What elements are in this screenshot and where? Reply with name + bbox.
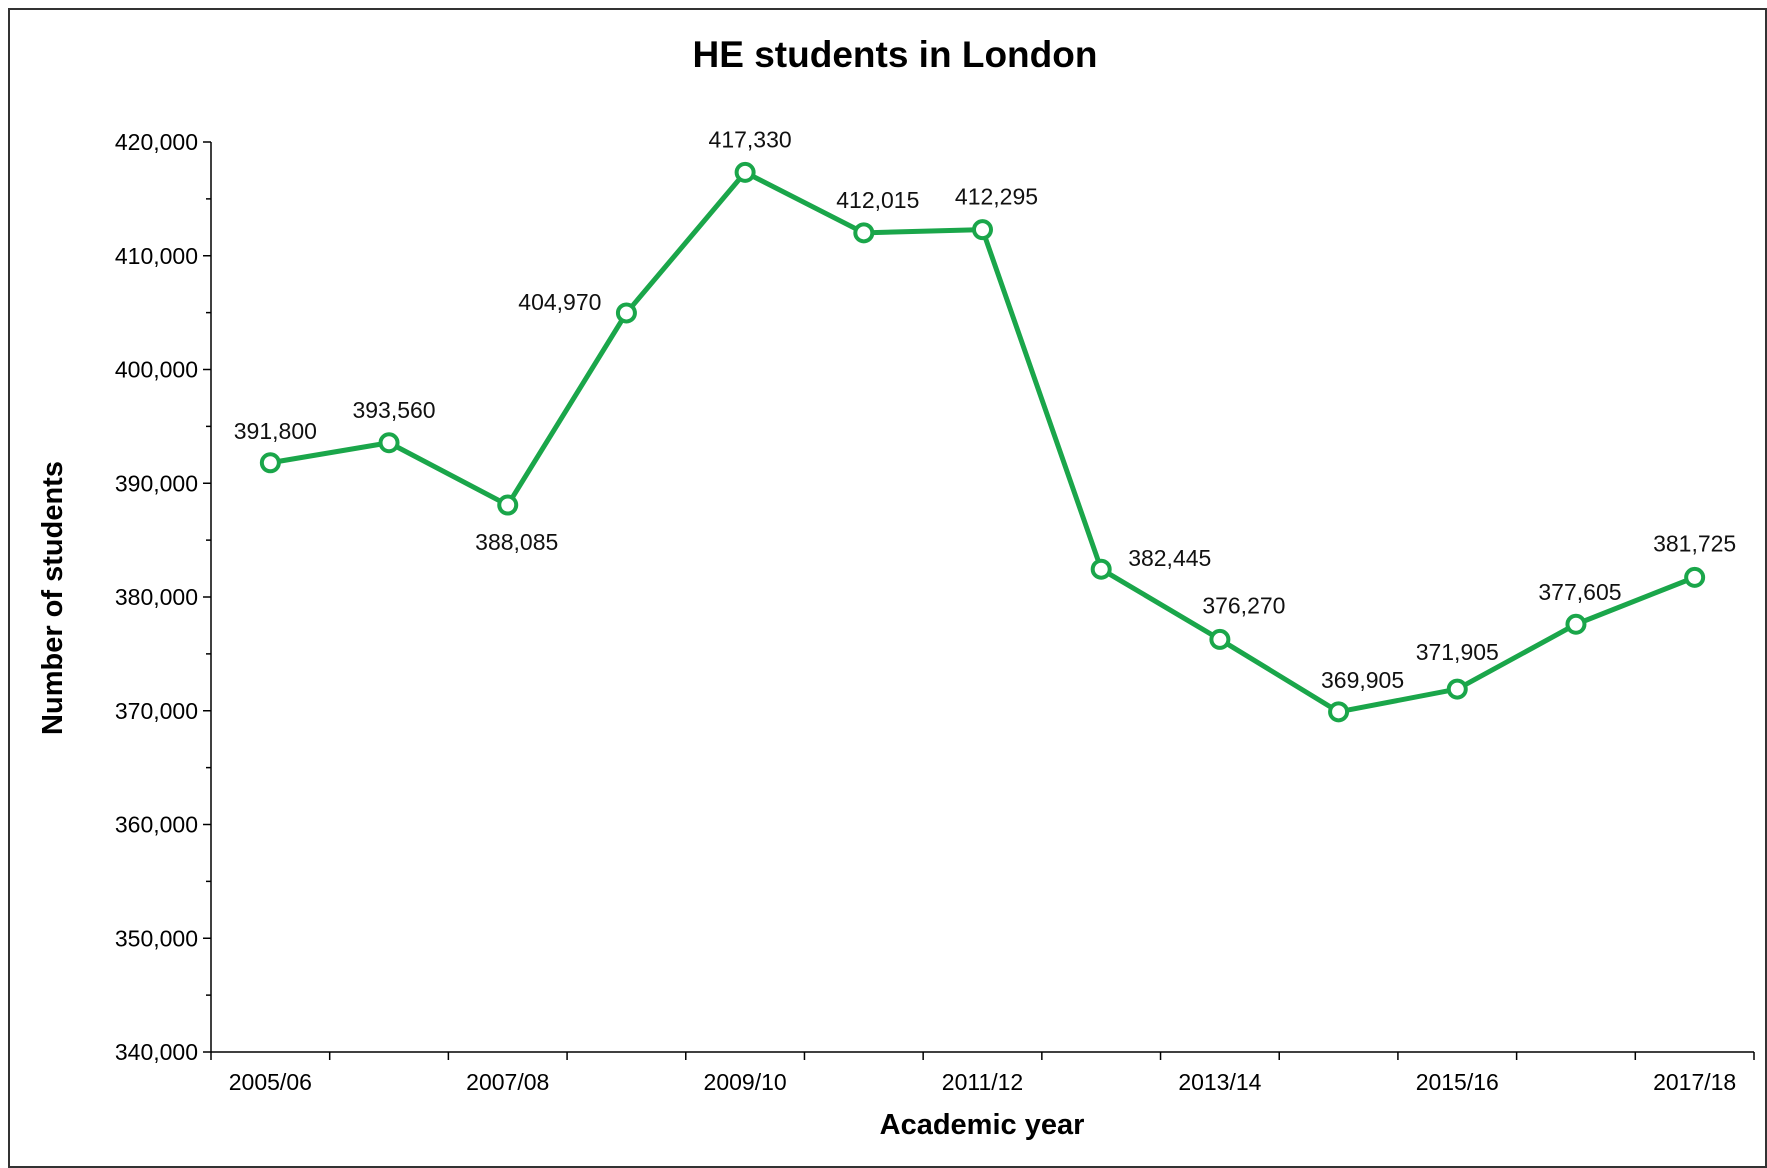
y-tick-label: 390,000: [115, 470, 198, 496]
data-point: [259, 452, 281, 474]
data-label: 371,905: [1416, 639, 1499, 665]
x-tick-label: 2009/10: [704, 1069, 787, 1095]
data-label: 369,905: [1321, 667, 1404, 693]
ticks: 340,000 350,000 360,000 370,000 380,000 390,0…: [115, 129, 1755, 1095]
data-point: [615, 302, 637, 324]
y-axis-title: Number of students: [37, 461, 69, 735]
chart-title: HE students in London: [693, 34, 1098, 75]
chart-frame: [8, 8, 1767, 1168]
data-point: [1565, 613, 1587, 635]
axes: [210, 142, 1754, 1053]
y-tick-label: 350,000: [115, 925, 198, 951]
y-tick-label: 340,000: [115, 1039, 198, 1065]
y-tick-label: 380,000: [115, 584, 198, 610]
series-line: [269, 169, 1696, 715]
data-point: [1328, 701, 1350, 723]
data-point: [497, 494, 519, 516]
x-tick-label: 2017/18: [1653, 1069, 1736, 1095]
data-point: [1446, 678, 1468, 700]
x-tick-label: 2015/16: [1416, 1069, 1499, 1095]
data-label: 381,725: [1653, 530, 1736, 556]
data-label: 382,445: [1128, 545, 1211, 571]
y-tick-label: 360,000: [115, 812, 198, 838]
data-label: 417,330: [709, 126, 792, 152]
data-point: [853, 222, 875, 244]
x-axis-title: Academic year: [880, 1109, 1085, 1141]
data-label: 404,970: [518, 289, 601, 315]
data-point: [1209, 628, 1231, 650]
data-point: [972, 219, 993, 241]
y-tick-label: 410,000: [115, 243, 198, 269]
data-label: 376,270: [1202, 592, 1285, 618]
data-label: 391,800: [234, 418, 317, 444]
data-label: 388,085: [475, 529, 558, 555]
x-tick-label: 2007/08: [466, 1069, 549, 1095]
x-tick-label: 2011/12: [942, 1069, 1023, 1095]
x-tick-label: 2005/06: [229, 1069, 312, 1095]
data-point: [734, 161, 756, 183]
y-tick-label: 370,000: [115, 698, 198, 724]
data-label: 412,295: [955, 184, 1038, 210]
data-point: [1090, 558, 1112, 580]
data-label: 377,605: [1538, 579, 1621, 605]
data-point: [378, 432, 400, 454]
data-label: 412,015: [836, 187, 919, 213]
y-tick-label: 420,000: [115, 129, 198, 155]
data-point: [1684, 566, 1706, 588]
x-tick-label: 2013/14: [1178, 1069, 1261, 1095]
y-tick-label: 400,000: [115, 357, 198, 383]
series: [259, 161, 1706, 723]
data-label: 393,560: [352, 397, 435, 423]
data-labels: 391,800 393,560 388,085 404,970 417,330 412,0…: [234, 126, 1736, 692]
